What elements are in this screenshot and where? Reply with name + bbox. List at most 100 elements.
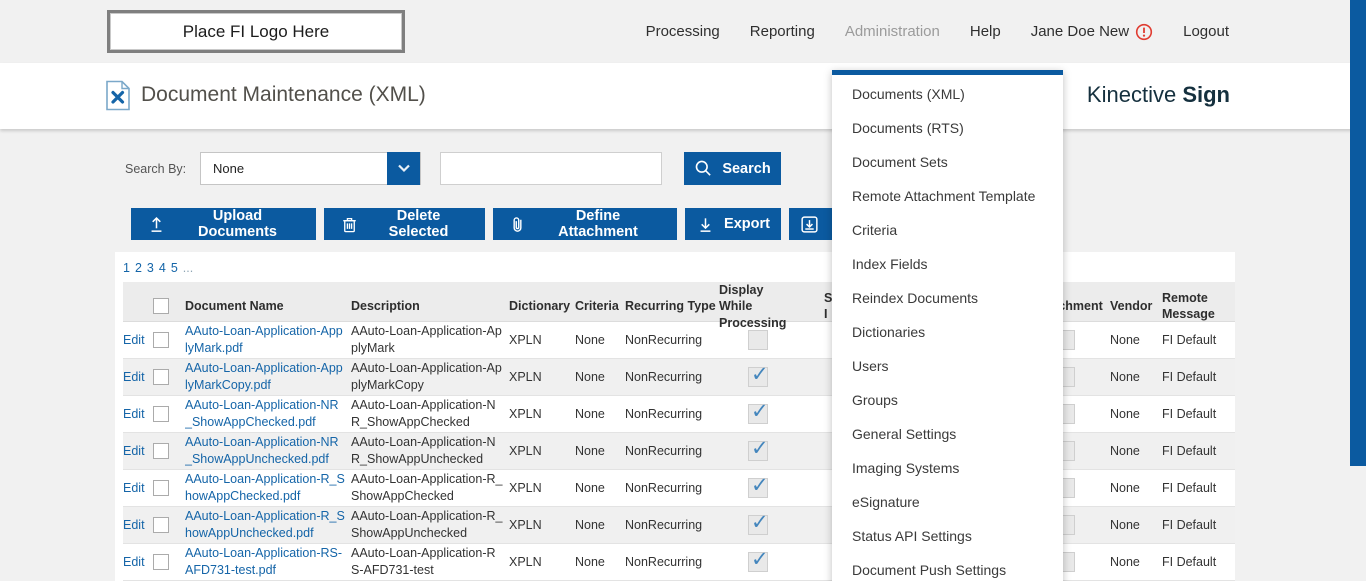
header-dictionary: Dictionary bbox=[509, 299, 571, 314]
admin-menu-item[interactable]: Remote Attachment Template bbox=[852, 188, 1036, 204]
pagination-page-link[interactable]: 2 bbox=[134, 261, 142, 275]
edit-link[interactable]: Edit bbox=[123, 333, 145, 347]
pagination-page-link[interactable]: 1 bbox=[123, 261, 130, 275]
criteria-cell: None bbox=[575, 481, 605, 495]
row-checkbox[interactable] bbox=[153, 517, 169, 533]
admin-menu-item[interactable]: Imaging Systems bbox=[852, 460, 960, 476]
display-while-processing-checkbox: ✓ bbox=[748, 511, 769, 535]
row-checkbox[interactable] bbox=[153, 406, 169, 422]
description-text: AAuto-Loan-Application-R_ShowAppUnchecke… bbox=[351, 509, 503, 540]
dictionary-cell: XPLN bbox=[509, 333, 542, 347]
nav-reporting[interactable]: Reporting bbox=[749, 23, 815, 40]
header-description: Description bbox=[351, 299, 420, 314]
admin-menu-item[interactable]: Document Sets bbox=[852, 154, 948, 170]
dictionary-cell: XPLN bbox=[509, 481, 542, 495]
edit-link[interactable]: Edit bbox=[123, 518, 145, 532]
administration-dropdown-menu: Documents (XML) Documents (RTS) Document S… bbox=[832, 70, 1063, 581]
remote-message-cell: FI Default bbox=[1162, 555, 1217, 569]
warning-icon[interactable] bbox=[1135, 23, 1153, 41]
recurring-type-cell: NonRecurring bbox=[625, 333, 703, 347]
row-checkbox[interactable] bbox=[153, 554, 169, 570]
paperclip-icon bbox=[509, 215, 526, 234]
admin-menu-item[interactable]: Documents (XML) bbox=[852, 86, 965, 102]
right-blue-strip bbox=[1350, 0, 1366, 466]
document-xml-icon bbox=[105, 80, 131, 116]
document-name-link[interactable]: AAuto-Loan-Application-RS-AFD731-test.pd… bbox=[185, 546, 343, 577]
title-band: Document Maintenance (XML) Kinective Sig… bbox=[0, 63, 1366, 129]
checkmark-icon: ✓ bbox=[751, 511, 769, 534]
edit-cell: Edit bbox=[123, 433, 153, 469]
select-cell bbox=[153, 470, 185, 506]
header-recurring-type: Recurring Type bbox=[625, 299, 716, 314]
select-cell bbox=[153, 396, 185, 432]
display-while-processing-cell: ✓ bbox=[719, 396, 803, 432]
nav-user[interactable]: Jane Doe New bbox=[1030, 23, 1130, 40]
admin-menu-item[interactable]: Status API Settings bbox=[852, 528, 972, 544]
select-all-checkbox[interactable] bbox=[153, 298, 169, 315]
search-by-dropdown[interactable]: None bbox=[200, 152, 421, 185]
document-name-link[interactable]: AAuto-Loan-Application-R_ShowAppChecked.… bbox=[185, 472, 345, 503]
edit-link[interactable]: Edit bbox=[123, 407, 145, 421]
define-attachment-button[interactable]: Define Attachment bbox=[493, 208, 677, 240]
edit-cell: Edit bbox=[123, 544, 153, 580]
header-document-name: Document Name bbox=[185, 299, 284, 314]
admin-menu-item[interactable]: Groups bbox=[852, 392, 898, 408]
chevron-down-icon[interactable] bbox=[387, 152, 420, 185]
row-checkbox[interactable] bbox=[153, 480, 169, 496]
dictionary-cell: XPLN bbox=[509, 518, 542, 532]
edit-link[interactable]: Edit bbox=[123, 370, 145, 384]
document-name-link[interactable]: AAuto-Loan-Application-ApplyMark.pdf bbox=[185, 324, 343, 355]
remote-message-cell: FI Default bbox=[1162, 444, 1217, 458]
document-name-link[interactable]: AAuto-Loan-Application-NR_ShowAppChecked… bbox=[185, 398, 339, 429]
nav-logout[interactable]: Logout bbox=[1183, 23, 1229, 40]
description-cell: AAuto-Loan-Application-ApplyMark bbox=[351, 322, 509, 358]
admin-menu-item[interactable]: General Settings bbox=[852, 426, 957, 442]
row-checkbox[interactable] bbox=[153, 443, 169, 459]
table-row: Edit AAuto-Loan-Application-R_ShowAppUnc… bbox=[123, 507, 1235, 544]
row-checkbox[interactable] bbox=[153, 332, 169, 348]
admin-menu-item[interactable]: Reindex Documents bbox=[852, 290, 979, 306]
edit-link[interactable]: Edit bbox=[123, 555, 145, 569]
edit-link[interactable]: Edit bbox=[123, 481, 145, 495]
select-cell bbox=[153, 322, 185, 358]
row-checkbox[interactable] bbox=[153, 369, 169, 385]
edit-link[interactable]: Edit bbox=[123, 444, 145, 458]
display-while-processing-cell: ✓ bbox=[719, 544, 803, 580]
display-while-processing-checkbox: ✓ bbox=[748, 548, 769, 572]
nav-help[interactable]: Help bbox=[969, 23, 1001, 40]
description-cell: AAuto-Loan-Application-R_ShowAppChecked bbox=[351, 470, 509, 506]
document-name-link[interactable]: AAuto-Loan-Application-ApplyMarkCopy.pdf bbox=[185, 361, 343, 392]
upload-documents-button[interactable]: Upload Documents bbox=[131, 208, 316, 240]
nav-administration[interactable]: Administration bbox=[844, 23, 940, 40]
admin-menu-item[interactable]: Document Push Settings bbox=[852, 562, 1007, 578]
admin-menu-item[interactable]: Documents (RTS) bbox=[852, 120, 964, 136]
pagination-page-link[interactable]: 3 bbox=[146, 261, 154, 275]
checkmark-icon: ✓ bbox=[751, 400, 769, 423]
delete-selected-button[interactable]: Delete Selected bbox=[324, 208, 485, 240]
vendor-cell: None bbox=[1110, 481, 1140, 495]
search-button[interactable]: Search bbox=[684, 152, 781, 185]
document-name-link[interactable]: AAuto-Loan-Application-NR_ShowAppUncheck… bbox=[185, 435, 339, 466]
main-nav: Processing Reporting Administration Help… bbox=[646, 0, 1229, 63]
admin-menu-item[interactable]: eSignature bbox=[852, 494, 920, 510]
remote-message-cell: FI Default bbox=[1162, 407, 1217, 421]
pagination-page-link[interactable]: 5 bbox=[170, 261, 178, 275]
trash-icon bbox=[340, 215, 359, 234]
dictionary-cell: XPLN bbox=[509, 370, 542, 384]
search-input[interactable] bbox=[440, 152, 662, 185]
criteria-cell: None bbox=[575, 407, 605, 421]
display-while-processing-checkbox: ✓ bbox=[748, 400, 769, 424]
admin-menu-item[interactable]: Dictionaries bbox=[852, 324, 926, 340]
document-name-link[interactable]: AAuto-Loan-Application-R_ShowAppUnchecke… bbox=[185, 509, 345, 540]
admin-menu-item[interactable]: Criteria bbox=[852, 222, 898, 238]
export-button[interactable]: Export bbox=[685, 208, 781, 240]
pagination-page-link[interactable]: 4 bbox=[158, 261, 166, 275]
checkmark-icon: ✓ bbox=[751, 474, 769, 497]
admin-menu-item[interactable]: Users bbox=[852, 358, 889, 374]
search-icon bbox=[694, 159, 713, 178]
topbar: Place FI Logo Here Processing Reporting … bbox=[0, 0, 1366, 63]
nav-processing[interactable]: Processing bbox=[645, 23, 720, 40]
vendor-cell: None bbox=[1110, 370, 1140, 384]
admin-menu-item[interactable]: Index Fields bbox=[852, 256, 928, 272]
